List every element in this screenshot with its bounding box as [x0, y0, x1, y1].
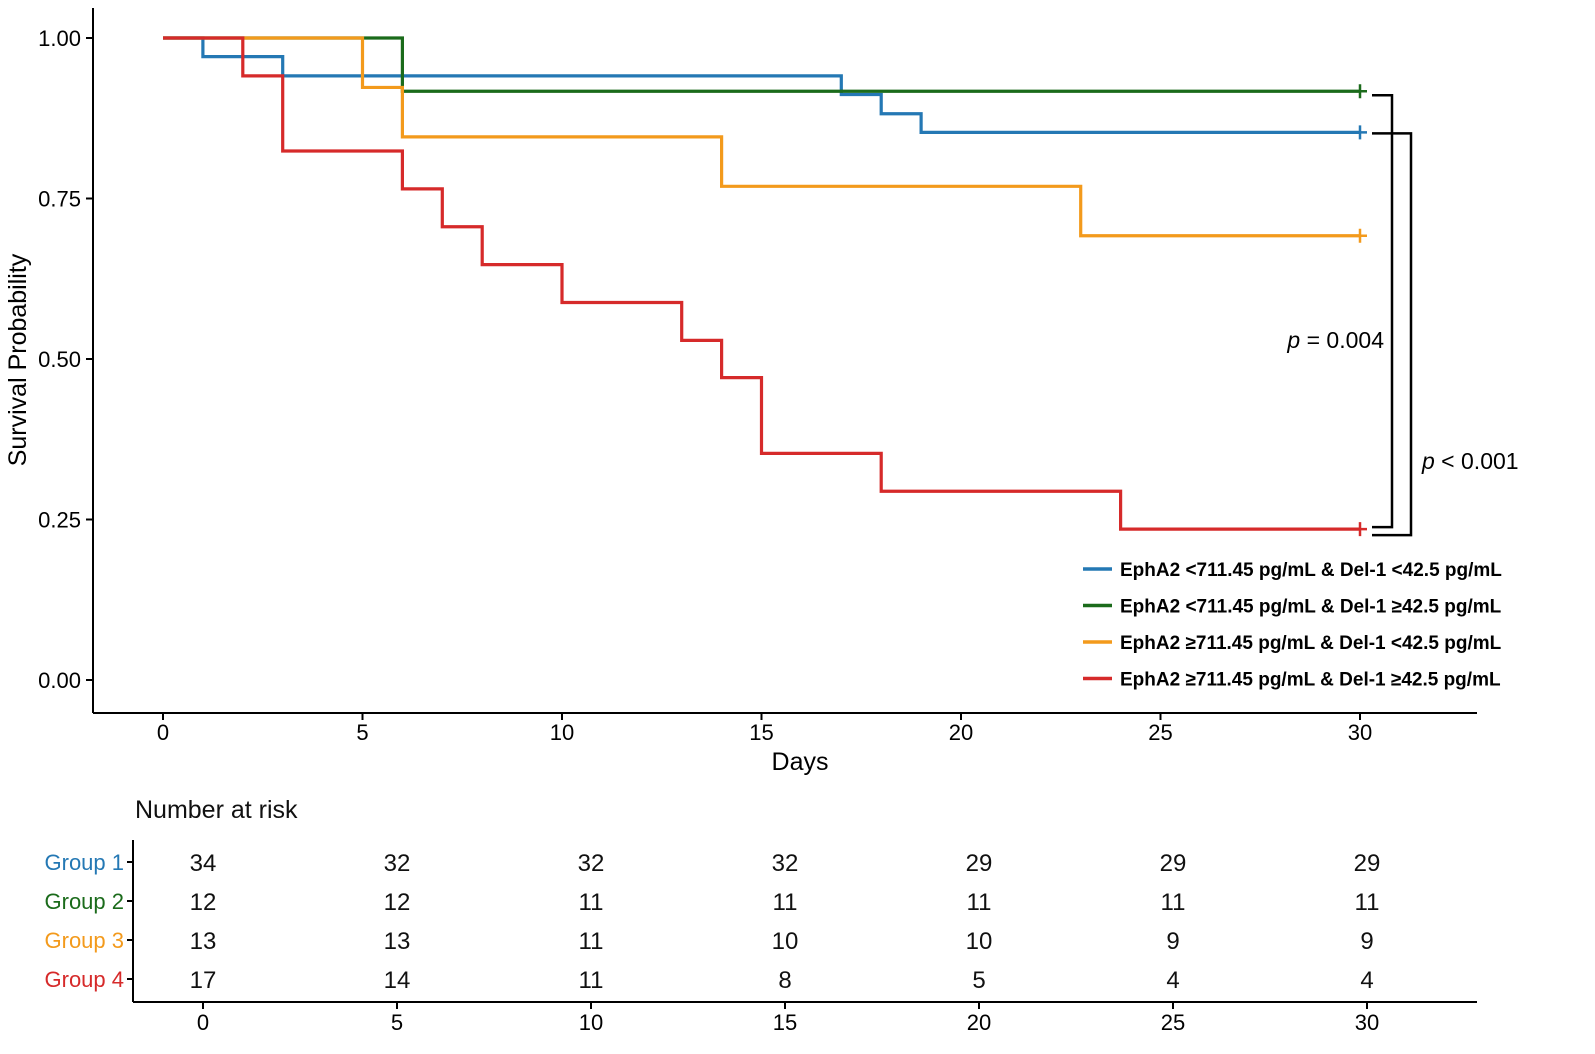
bracket-group2-vs-group4 — [1372, 94, 1394, 529]
survival-curve-group-1 — [163, 36, 1360, 134]
x-tick-label: 15 — [749, 720, 773, 745]
risk-count: 11 — [579, 889, 604, 916]
x-axis-title: Days — [772, 748, 829, 776]
risk-row-label: Group 2 — [45, 889, 125, 914]
censor-mark — [1353, 522, 1367, 537]
risk-count: 11 — [967, 889, 992, 916]
risk-row-label: Group 1 — [45, 850, 125, 875]
y-tick-label: 1.00 — [38, 26, 81, 51]
y-axis-title: Survival Probability — [4, 253, 32, 466]
risk-count: 4 — [1360, 967, 1373, 994]
survival-curve-group-2 — [163, 36, 1360, 93]
risk-count: 10 — [966, 928, 993, 955]
risk-count: 29 — [966, 850, 993, 877]
risk-count: 5 — [972, 967, 985, 994]
x-tick-label: 10 — [550, 720, 574, 745]
risk-count: 12 — [384, 889, 411, 916]
x-tick-label: 30 — [1348, 720, 1372, 745]
p-value-text: < 0.001 — [1435, 448, 1519, 474]
survival-curve-group-4 — [163, 36, 1360, 531]
survival-curve-group-3 — [163, 36, 1360, 238]
risk-count: 4 — [1166, 967, 1179, 994]
risk-x-tick-label: 0 — [197, 1010, 209, 1035]
legend-label: EphA2 ≥711.45 pg/mL & Del-1 <42.5 pg/mL — [1120, 633, 1502, 654]
risk-x-tick-label: 20 — [967, 1010, 991, 1035]
p-symbol: p — [1286, 327, 1300, 353]
risk-count: 13 — [190, 928, 217, 955]
risk-x-tick-label: 25 — [1161, 1010, 1185, 1035]
risk-count: 32 — [578, 850, 605, 877]
y-tick-label: 0.25 — [38, 508, 81, 533]
risk-count: 11 — [1161, 889, 1186, 916]
risk-count: 29 — [1160, 850, 1187, 877]
risk-count: 32 — [772, 850, 799, 877]
risk-table: Number at risk Group 1 34 32 32 32 29 29 29 Group… — [45, 796, 1477, 1035]
p-symbol: p — [1421, 448, 1435, 474]
legend-label: EphA2 <711.45 pg/mL & Del-1 ≥42.5 pg/mL — [1120, 597, 1502, 618]
censor-mark — [1353, 228, 1367, 243]
legend-label: EphA2 <711.45 pg/mL & Del-1 <42.5 pg/mL — [1120, 560, 1502, 581]
risk-count: 34 — [190, 850, 217, 877]
x-tick-label: 20 — [949, 720, 973, 745]
risk-count: 10 — [772, 928, 799, 955]
main-plot: 0.00 0.25 0.50 0.75 1.00 0 5 10 15 20 25 30 Days Surv… — [4, 8, 1477, 776]
risk-count: 17 — [190, 967, 217, 994]
risk-x-tick-label: 10 — [579, 1010, 603, 1035]
risk-count: 11 — [1355, 889, 1380, 916]
risk-count: 11 — [773, 889, 798, 916]
p-value-label: p < 0.001 — [1421, 448, 1519, 474]
bracket-group1-vs-group4 — [1372, 132, 1413, 537]
censor-mark — [1353, 125, 1367, 140]
risk-x-tick-label: 15 — [773, 1010, 797, 1035]
x-tick-label: 5 — [356, 720, 368, 745]
risk-table-title: Number at risk — [135, 796, 298, 824]
y-tick-label: 0.75 — [38, 187, 81, 212]
y-tick-label: 0.00 — [38, 668, 81, 693]
y-tick-label: 0.50 — [38, 347, 81, 372]
p-value-text: = 0.004 — [1300, 327, 1384, 353]
risk-count: 32 — [384, 850, 411, 877]
risk-row-label: Group 3 — [45, 928, 125, 953]
risk-row-label: Group 4 — [45, 967, 125, 992]
risk-x-tick-label: 5 — [391, 1010, 403, 1035]
x-tick-label: 0 — [157, 720, 169, 745]
risk-count: 11 — [579, 928, 604, 955]
risk-count: 13 — [384, 928, 411, 955]
risk-count: 12 — [190, 889, 217, 916]
risk-count: 8 — [778, 967, 791, 994]
legend: EphA2 <711.45 pg/mL & Del-1 <42.5 pg/mL E… — [1083, 560, 1502, 691]
risk-count: 14 — [384, 967, 411, 994]
censor-mark — [1353, 84, 1367, 99]
p-value-label: p = 0.004 — [1286, 327, 1384, 353]
risk-count: 9 — [1166, 928, 1179, 955]
risk-count: 29 — [1354, 850, 1381, 877]
x-tick-label: 25 — [1148, 720, 1172, 745]
risk-x-tick-label: 30 — [1355, 1010, 1379, 1035]
risk-count: 9 — [1360, 928, 1373, 955]
risk-count: 11 — [579, 967, 604, 994]
legend-label: EphA2 ≥711.45 pg/mL & Del-1 ≥42.5 pg/mL — [1120, 670, 1501, 691]
